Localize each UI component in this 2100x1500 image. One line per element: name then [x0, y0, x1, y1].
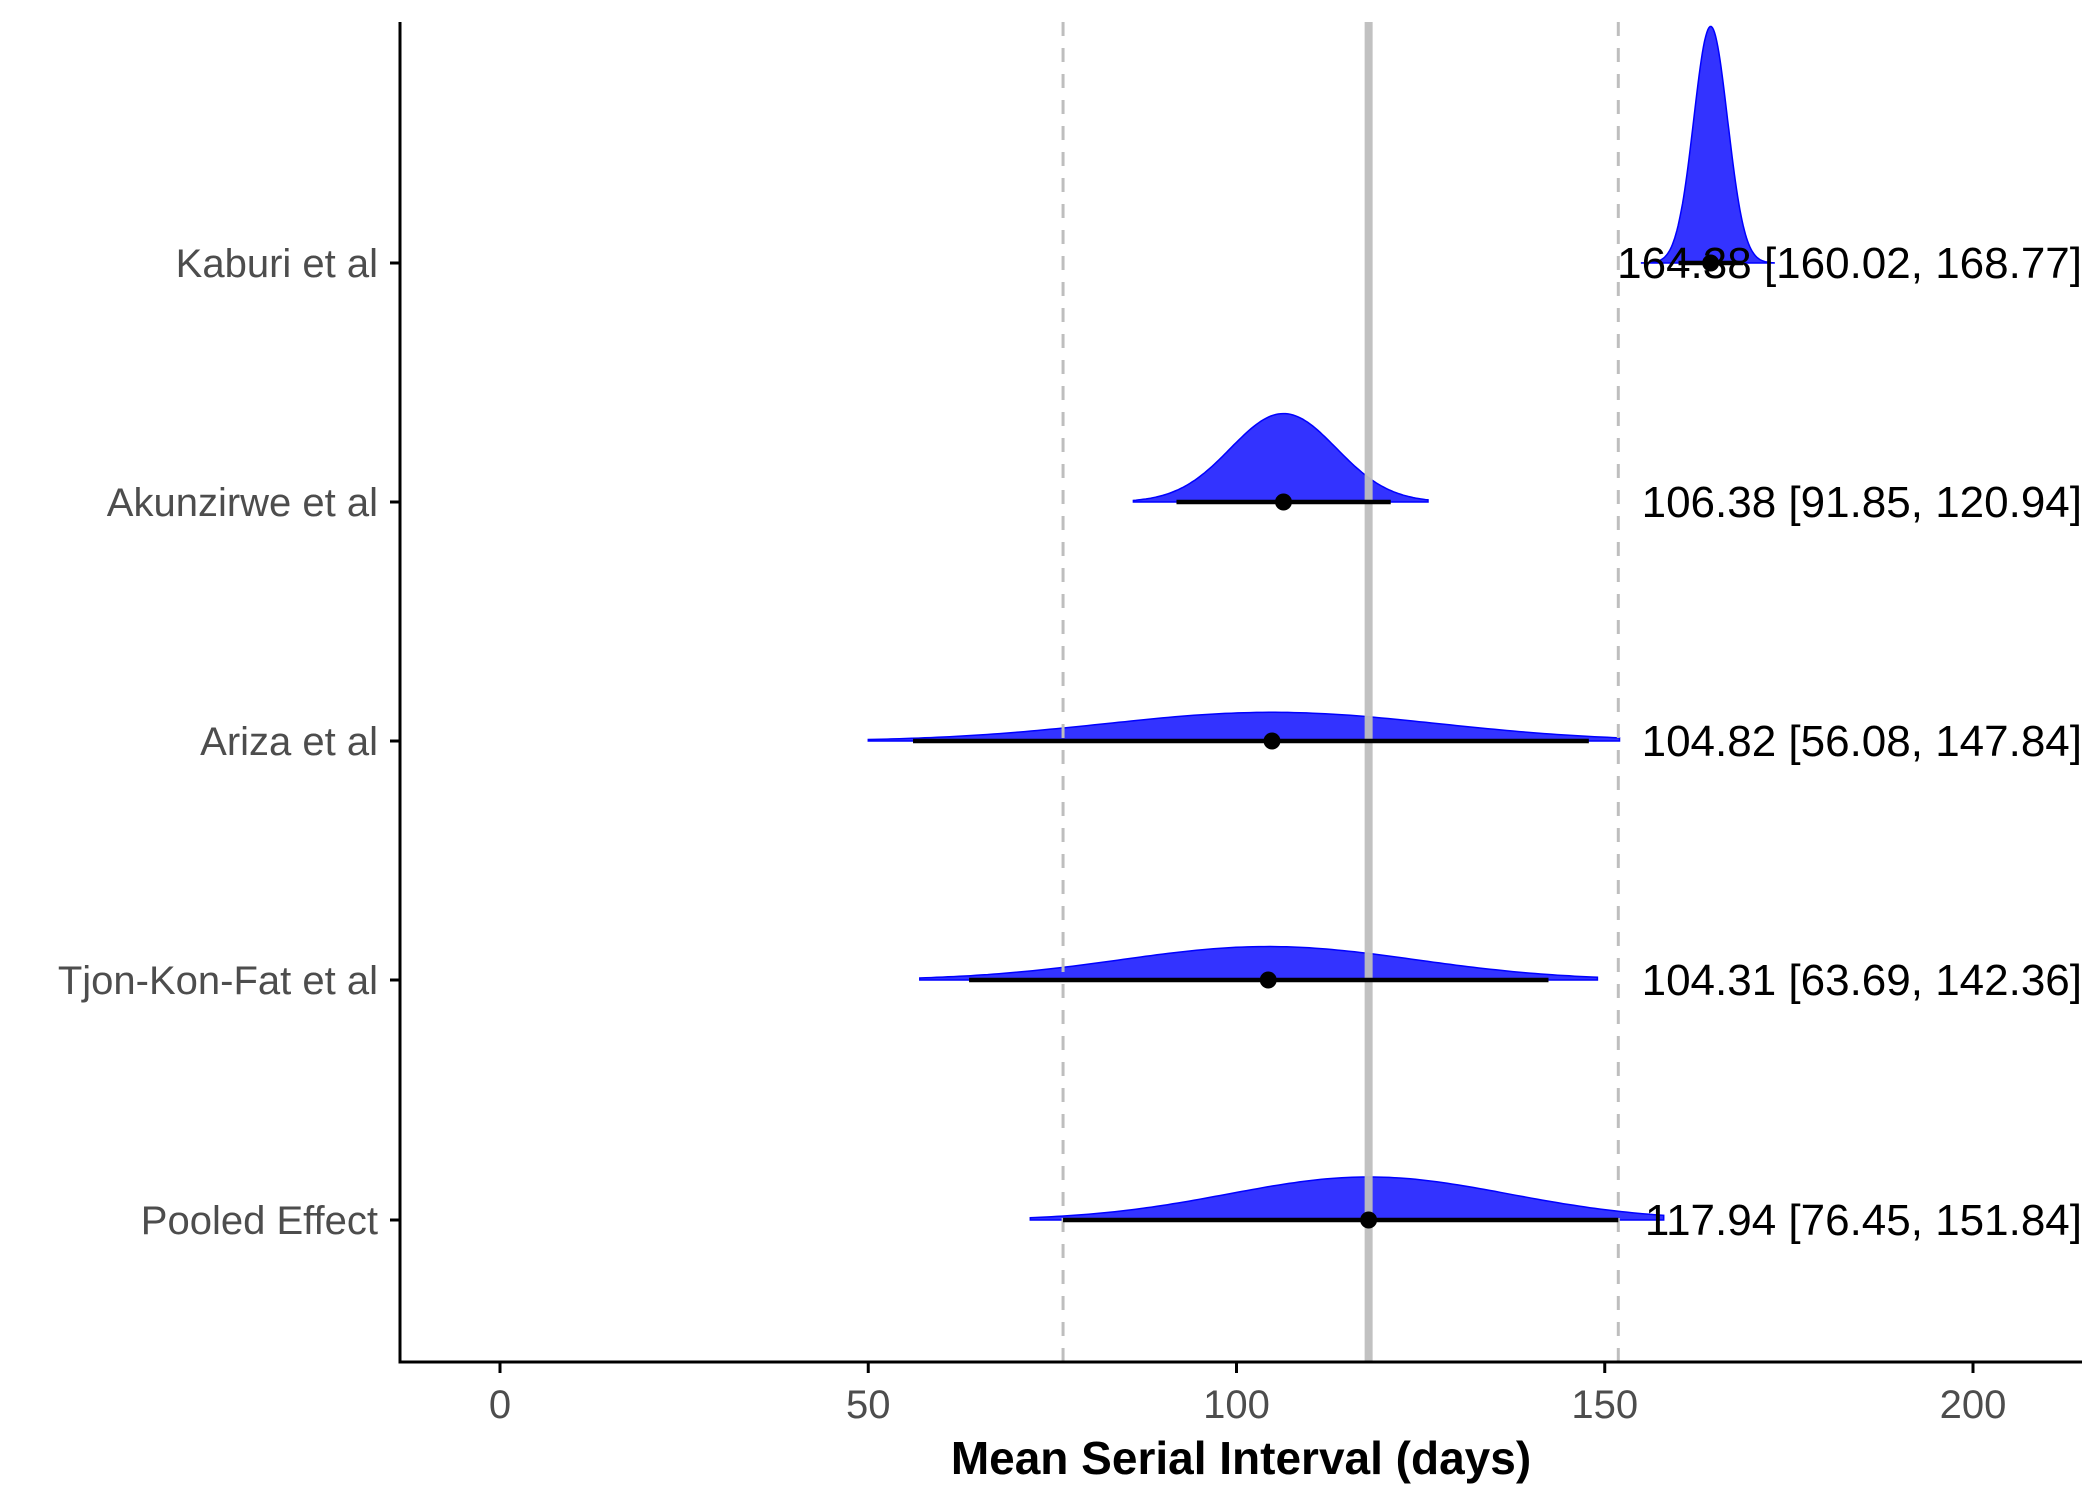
density-0: [1640, 25, 1775, 264]
interval-layer: [913, 254, 1743, 1229]
y-tick-label-2: Ariza et al: [200, 720, 378, 764]
estimate-label-0: 164.38 [160.02, 168.77]: [1617, 239, 2082, 288]
point-estimate-3: [1259, 971, 1277, 989]
x-tick-label-1: 50: [846, 1383, 891, 1427]
y-tick-label-3: Tjon-Kon-Fat et al: [58, 959, 378, 1003]
density-4: [1029, 1176, 1665, 1221]
axes: Kaburi et al Akunzirwe et al Ariza et al Tj…: [58, 22, 2082, 1427]
x-tick-label-2: 100: [1203, 1383, 1270, 1427]
estimate-label-3: 104.31 [63.69, 142.36]: [1642, 956, 2082, 1005]
estimate-label-4: 117.94 [76.45, 151.84]: [1645, 1196, 2082, 1245]
x-tick-label-0: 0: [489, 1383, 511, 1427]
estimate-labels: 164.38 [160.02, 168.77] 106.38 [91.85, 12…: [1617, 239, 2082, 1245]
density-3: [919, 945, 1599, 981]
estimate-label-2: 104.82 [56.08, 147.84]: [1642, 717, 2082, 766]
point-estimate-2: [1263, 732, 1281, 750]
x-axis-title: Mean Serial Interval (days): [951, 1432, 1531, 1484]
density-2: [867, 711, 1621, 742]
point-estimate-0: [1702, 254, 1720, 272]
density-layer: [867, 25, 1775, 1221]
reference-lines: [1061, 22, 1620, 1362]
density-1: [1132, 412, 1429, 503]
estimate-label-1: 106.38 [91.85, 120.94]: [1642, 478, 2082, 527]
y-tick-label-4: Pooled Effect: [141, 1199, 378, 1243]
y-tick-label-0: Kaburi et al: [176, 242, 378, 286]
y-tick-label-1: Akunzirwe et al: [107, 481, 378, 525]
point-estimate-1: [1274, 493, 1292, 511]
x-tick-label-3: 150: [1571, 1383, 1638, 1427]
point-estimate-4: [1360, 1211, 1378, 1229]
x-tick-label-4: 200: [1940, 1383, 2007, 1427]
